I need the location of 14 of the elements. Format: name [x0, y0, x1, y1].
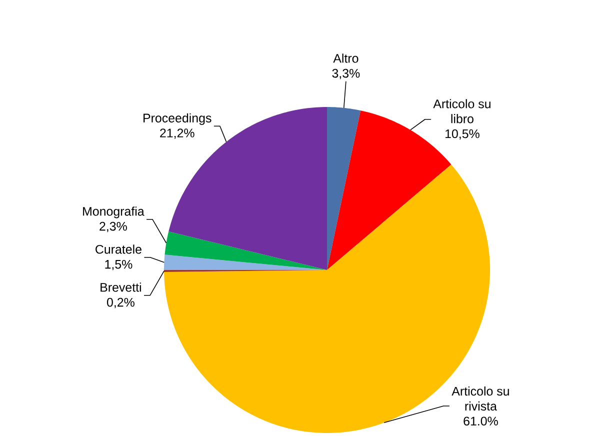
slice-label: Altro	[333, 54, 358, 63]
slice-label: Brevetti	[100, 282, 141, 292]
slice-label: Proceedings	[144, 113, 212, 125]
slice-label: Monografia	[83, 206, 144, 218]
data-label: 21,2%	[160, 128, 194, 139]
data-label: 0,2%	[106, 298, 134, 308]
data-label: 61.0%	[464, 416, 498, 426]
data-label: 10,5%	[446, 129, 480, 140]
data-label: 1,5%	[105, 260, 132, 270]
data-label: 3,3%	[332, 68, 360, 80]
slice-label: Curatele	[96, 244, 142, 254]
slice-label: Articolo su libro	[433, 99, 490, 124]
slice-label: Articolo su rivista	[452, 386, 509, 411]
data-label: 2,3%	[100, 222, 127, 232]
